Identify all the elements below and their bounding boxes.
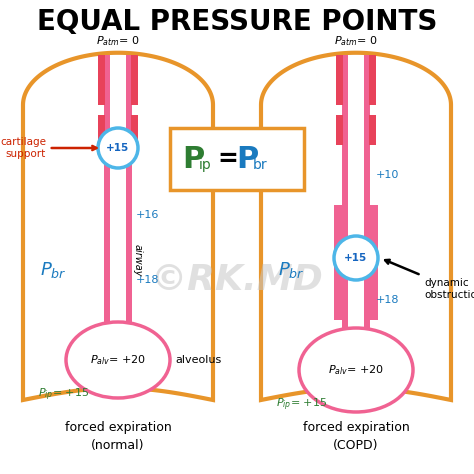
Bar	[342, 55, 370, 205]
Bar	[131, 55, 138, 105]
Bar	[348, 205, 364, 320]
Polygon shape	[261, 53, 451, 400]
Circle shape	[98, 128, 138, 168]
Text: EQUAL PRESSURE POINTS: EQUAL PRESSURE POINTS	[37, 8, 437, 36]
Text: P: P	[182, 145, 204, 173]
FancyBboxPatch shape	[170, 128, 304, 190]
Bar	[98, 115, 105, 145]
Text: alveolus: alveolus	[175, 355, 221, 365]
Bar	[104, 55, 132, 330]
Text: $P_{br}$: $P_{br}$	[40, 260, 66, 280]
Bar	[348, 55, 364, 205]
Bar	[348, 320, 364, 330]
Text: $P_{alv}$= +20: $P_{alv}$= +20	[90, 353, 146, 367]
Text: cartilage
support: cartilage support	[0, 137, 96, 159]
Text: forced expiration: forced expiration	[302, 421, 410, 435]
Text: (normal): (normal)	[91, 438, 145, 452]
Text: P: P	[236, 145, 258, 173]
Text: airway: airway	[133, 244, 143, 276]
Text: $P_{br}$: $P_{br}$	[278, 260, 304, 280]
Bar	[342, 320, 370, 330]
Text: ©RK.MD: ©RK.MD	[151, 263, 323, 297]
Text: $P_{atm}$= 0: $P_{atm}$= 0	[96, 34, 140, 48]
Bar	[369, 55, 376, 105]
Text: $P_{alv}$= +20: $P_{alv}$= +20	[328, 363, 384, 377]
Text: $P_{ip}$= +15: $P_{ip}$= +15	[276, 397, 328, 413]
Ellipse shape	[299, 328, 413, 412]
Text: =: =	[217, 147, 238, 171]
Text: $P_{ip}$= +15: $P_{ip}$= +15	[38, 387, 90, 403]
Text: ip: ip	[199, 158, 212, 172]
Polygon shape	[23, 53, 213, 400]
Bar	[336, 115, 343, 145]
Text: forced expiration: forced expiration	[64, 421, 172, 435]
Text: +15: +15	[345, 253, 368, 263]
Text: +18: +18	[136, 275, 159, 285]
Bar	[110, 55, 126, 330]
Text: br: br	[253, 158, 268, 172]
Text: +18: +18	[376, 295, 400, 305]
Bar	[334, 205, 378, 320]
Circle shape	[334, 236, 378, 280]
Text: (COPD): (COPD)	[333, 438, 379, 452]
Bar	[336, 55, 343, 105]
Text: +16: +16	[136, 210, 159, 220]
Text: dynamic
obstruction: dynamic obstruction	[385, 260, 474, 300]
Text: $P_{atm}$= 0: $P_{atm}$= 0	[334, 34, 378, 48]
Ellipse shape	[66, 322, 170, 398]
Bar	[131, 115, 138, 145]
Text: +10: +10	[376, 170, 400, 180]
Bar	[369, 115, 376, 145]
Bar	[98, 55, 105, 105]
Text: +15: +15	[106, 143, 129, 153]
